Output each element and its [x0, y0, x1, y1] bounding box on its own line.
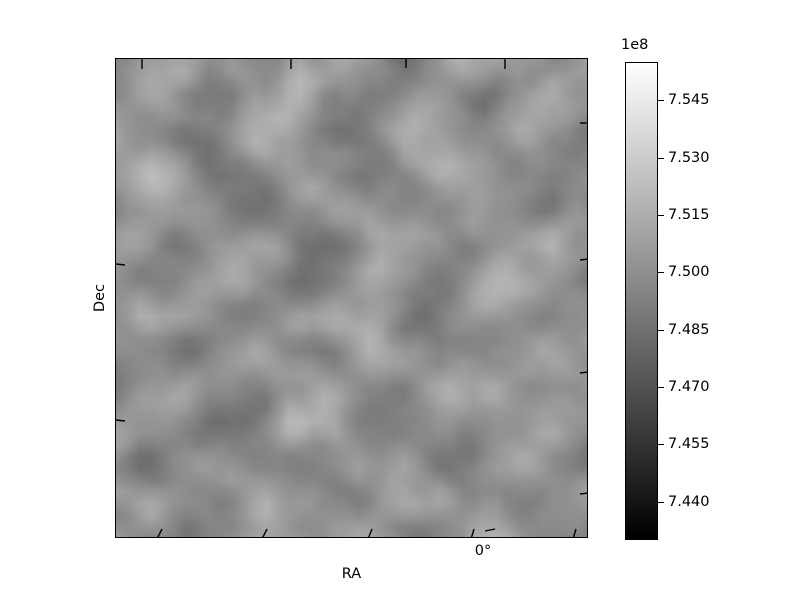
- colorbar-tick-label: 7.530: [668, 149, 710, 166]
- colorbar-tick-label: 7.455: [668, 436, 710, 453]
- colorbar-tick-label: 7.440: [668, 493, 710, 510]
- colorbar-tick-mark: [658, 444, 664, 446]
- colorbar-tick-label: 7.515: [668, 207, 710, 223]
- colorbar-tick-mark: [658, 501, 664, 503]
- colorbar-tick-mark: [658, 215, 664, 216]
- colorbar-tick-label: 7.500: [668, 264, 710, 281]
- colorbar-tick-mark: [658, 100, 664, 102]
- x-tick-label-0deg: 0°: [474, 543, 492, 559]
- colorbar-tick-mark: [658, 272, 664, 274]
- colorbar-tick-label: 7.545: [668, 92, 710, 109]
- colorbar-tick-mark: [658, 157, 664, 159]
- colorbar[interactable]: [625, 62, 658, 540]
- sky-map-axes[interactable]: [115, 58, 588, 538]
- colorbar-offset-text: 1e8: [621, 37, 649, 53]
- y-axis-label: Dec: [92, 283, 108, 313]
- colorbar-tick-label: 7.470: [668, 379, 710, 395]
- colorbar-tick-mark: [658, 329, 664, 331]
- x-axis-label: RA: [341, 566, 362, 582]
- colorbar-tick-mark: [658, 387, 664, 388]
- sky-noise-heatmap-image: [116, 59, 587, 537]
- colorbar-tick-label: 7.485: [668, 321, 710, 338]
